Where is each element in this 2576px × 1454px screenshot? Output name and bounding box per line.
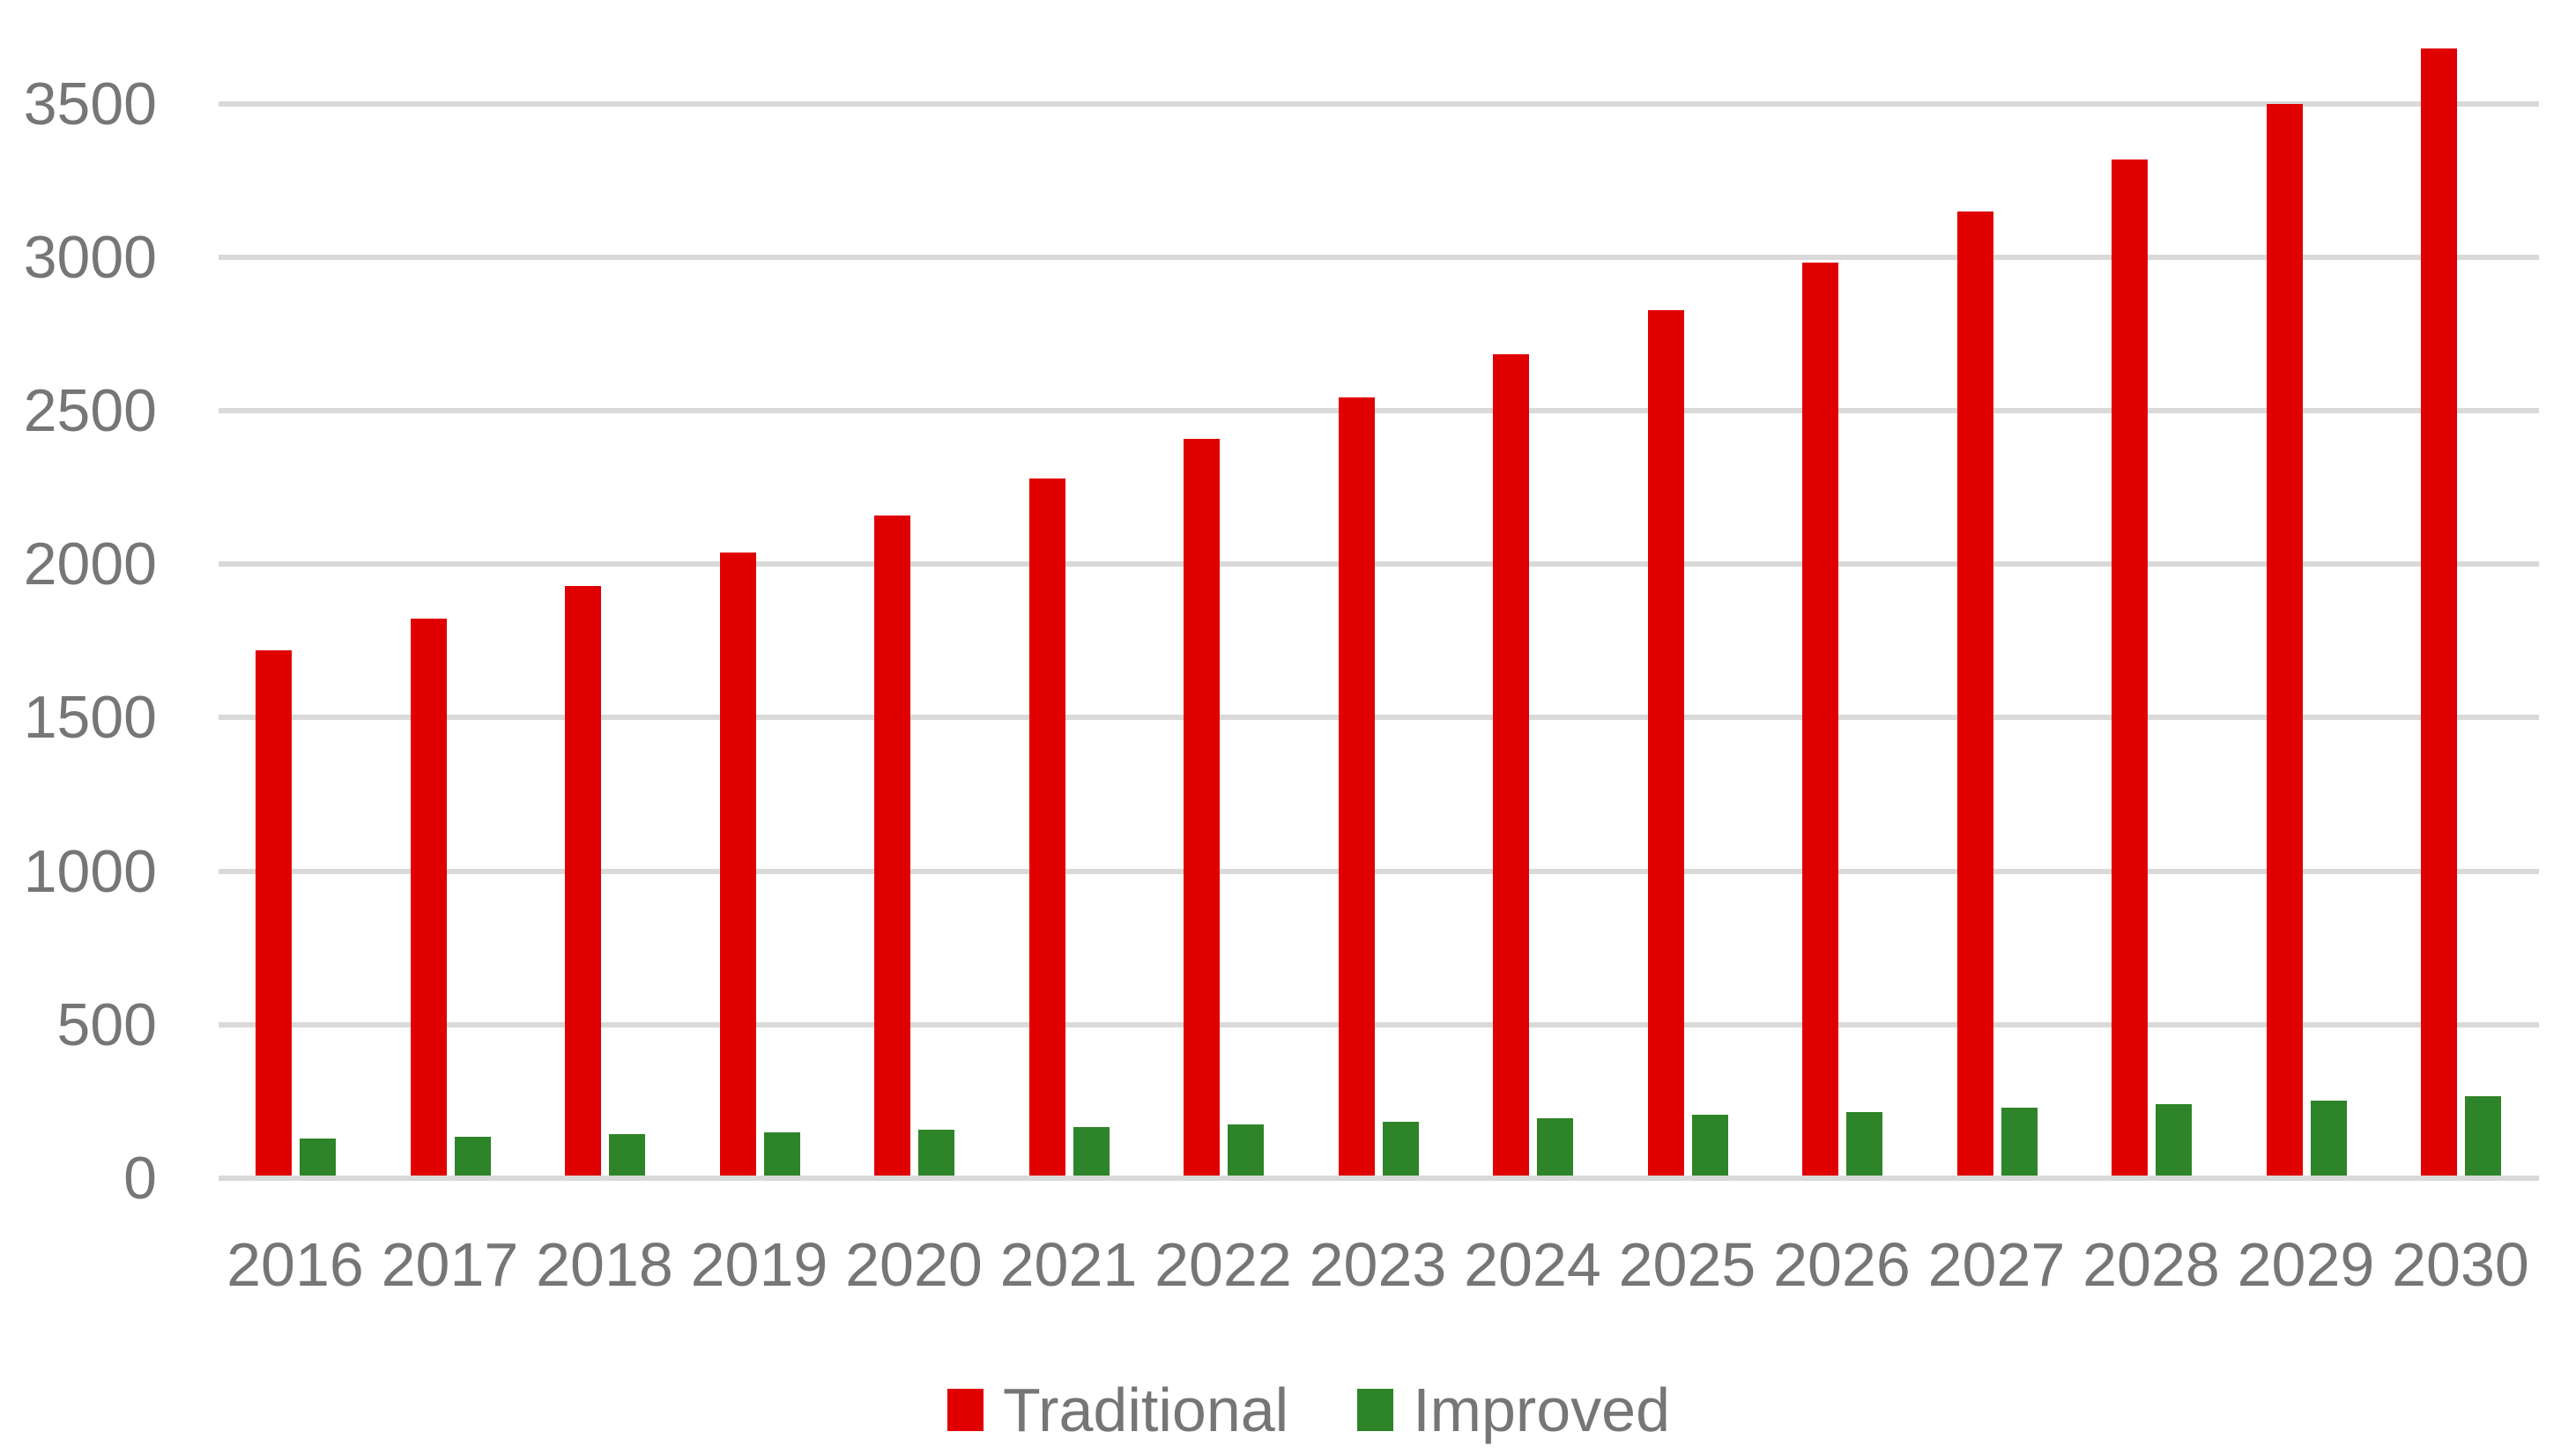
x-tick-label-2021: 2021	[999, 1230, 1138, 1299]
bar-improved-2026	[1846, 1111, 1882, 1176]
bar-traditional-2023	[1338, 397, 1375, 1176]
bar-traditional-2030	[2421, 48, 2457, 1176]
legend: Traditional Improved	[947, 1379, 1670, 1441]
legend-label-improved: Improved	[1413, 1376, 1671, 1444]
gridline-0	[219, 1176, 2539, 1181]
x-tick-label-2020: 2020	[845, 1230, 983, 1299]
bar-traditional-2016	[256, 650, 292, 1176]
legend-item-improved: Improved	[1357, 1379, 1670, 1441]
y-tick-label-1000: 1000	[23, 837, 157, 905]
bar-improved-2019	[763, 1131, 800, 1176]
bar-improved-2025	[1691, 1115, 1728, 1176]
bar-improved-2021	[1073, 1126, 1110, 1176]
bar-improved-2017	[454, 1136, 491, 1176]
y-tick-label-2500: 2500	[23, 377, 157, 444]
bar-improved-2028	[2156, 1104, 2192, 1176]
y-tick-label-0: 0	[123, 1145, 157, 1212]
gridline-2000	[219, 561, 2539, 568]
legend-swatch-improved-icon	[1357, 1389, 1394, 1431]
x-tick-label-2028: 2028	[2082, 1230, 2220, 1299]
x-tick-label-2022: 2022	[1154, 1230, 1292, 1299]
x-tick-label-2016: 2016	[226, 1230, 364, 1299]
bar-traditional-2019	[719, 552, 756, 1176]
x-tick-label-2018: 2018	[536, 1230, 673, 1299]
x-tick-label-2023: 2023	[1309, 1230, 1447, 1299]
x-tick-label-2019: 2019	[690, 1230, 828, 1299]
bar-traditional-2020	[874, 515, 910, 1176]
legend-item-traditional: Traditional	[947, 1379, 1288, 1441]
bar-improved-2020	[918, 1130, 954, 1176]
y-tick-label-500: 500	[56, 990, 157, 1058]
bar-improved-2018	[609, 1134, 645, 1176]
legend-label-traditional: Traditional	[1003, 1376, 1289, 1444]
bar-traditional-2022	[1184, 438, 1220, 1176]
y-tick-label-1500: 1500	[23, 684, 157, 752]
y-tick-label-3500: 3500	[23, 70, 157, 137]
gridline-3500	[219, 100, 2539, 107]
x-tick-label-2024: 2024	[1464, 1230, 1601, 1299]
bar-improved-2024	[1537, 1118, 1573, 1176]
gridline-1000	[219, 868, 2539, 874]
bar-improved-2016	[300, 1139, 336, 1176]
x-tick-label-2030: 2030	[2392, 1230, 2529, 1299]
bar-improved-2023	[1382, 1121, 1419, 1176]
bar-traditional-2025	[1647, 309, 1684, 1176]
bar-traditional-2021	[1028, 478, 1065, 1176]
bar-improved-2027	[2001, 1108, 2038, 1176]
gridline-2500	[219, 408, 2539, 413]
bar-traditional-2027	[1956, 211, 1993, 1176]
gridline-3000	[219, 254, 2539, 260]
gridline-1500	[219, 715, 2539, 721]
bar-traditional-2026	[1802, 262, 1838, 1176]
bar-traditional-2028	[2112, 159, 2148, 1176]
y-tick-label-3000: 3000	[23, 223, 157, 291]
x-tick-label-2029: 2029	[2237, 1230, 2375, 1299]
gridline-500	[219, 1021, 2539, 1027]
bar-traditional-2024	[1493, 354, 1529, 1176]
bar-traditional-2017	[410, 618, 447, 1176]
bar-traditional-2018	[565, 586, 601, 1176]
bar-improved-2029	[2310, 1100, 2347, 1176]
bar-improved-2030	[2465, 1095, 2501, 1176]
bar-traditional-2029	[2266, 104, 2303, 1176]
y-tick-label-2000: 2000	[23, 530, 157, 598]
x-tick-label-2025: 2025	[1618, 1230, 1756, 1299]
x-tick-label-2017: 2017	[381, 1230, 519, 1299]
x-tick-label-2026: 2026	[1773, 1230, 1911, 1299]
x-tick-label-2027: 2027	[1927, 1230, 2066, 1299]
legend-swatch-traditional-icon	[947, 1389, 984, 1431]
bar-improved-2022	[1228, 1124, 1264, 1176]
